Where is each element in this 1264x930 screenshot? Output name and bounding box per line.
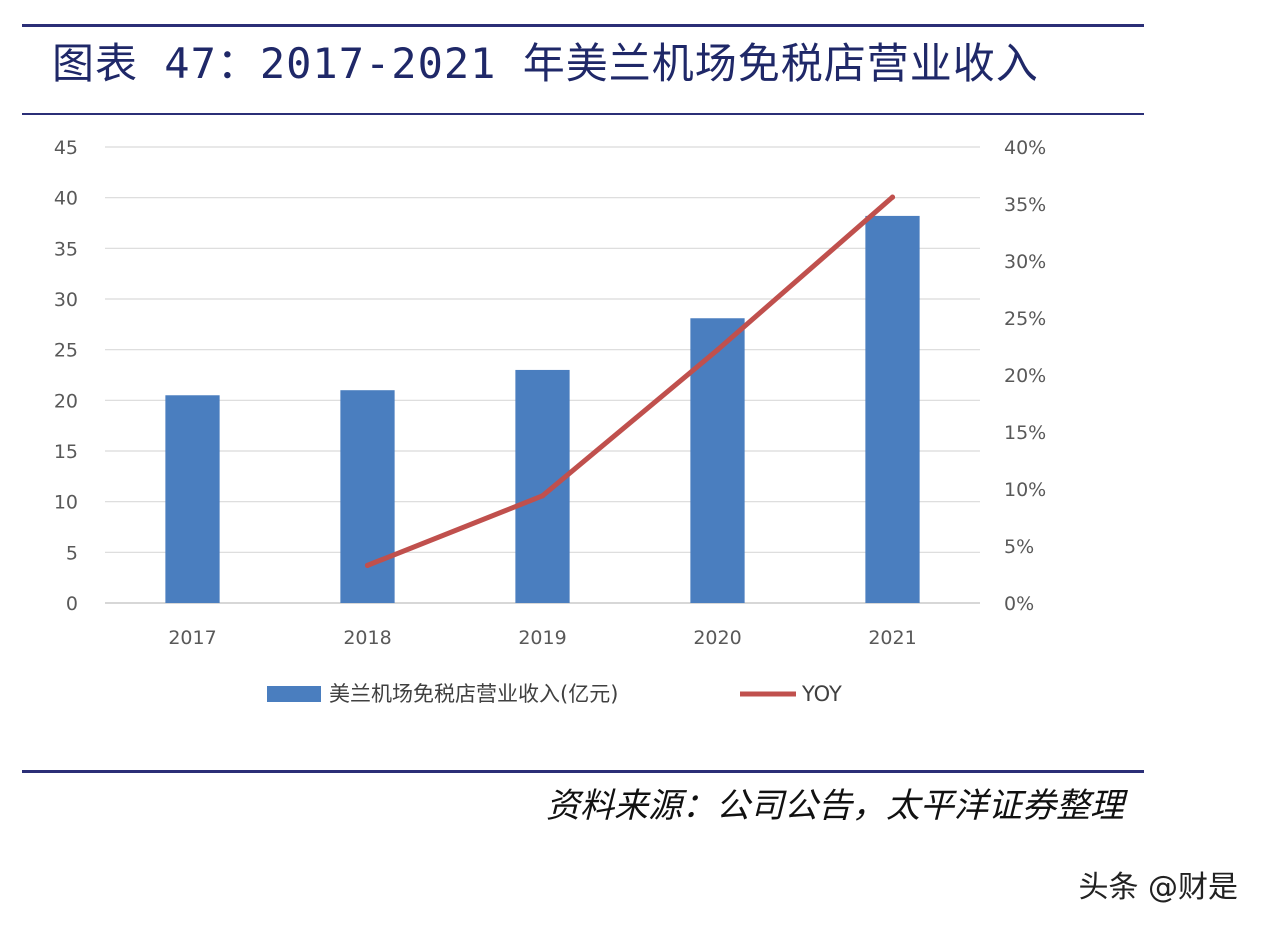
legend-label-yoy: YOY <box>801 682 842 706</box>
right-tick-label: 40% <box>1004 137 1046 159</box>
x-tick-label: 2018 <box>343 627 391 649</box>
right-tick-label: 10% <box>1004 479 1046 501</box>
x-tick-label: 2021 <box>868 627 916 649</box>
right-tick-label: 25% <box>1004 308 1046 330</box>
bar <box>690 318 745 603</box>
right-tick-label: 5% <box>1004 536 1034 558</box>
right-tick-label: 15% <box>1004 422 1046 444</box>
x-tick-label: 2017 <box>168 627 216 649</box>
right-tick-label: 0% <box>1004 593 1034 615</box>
right-tick-label: 30% <box>1004 251 1046 273</box>
left-tick-label: 15 <box>54 441 78 463</box>
watermark: 头条 @财是 <box>1078 870 1238 905</box>
title-underline <box>22 113 1144 115</box>
left-tick-label: 30 <box>54 289 78 311</box>
yoy-series <box>364 194 896 568</box>
legend-label-revenue: 美兰机场免税店营业收入(亿元) <box>329 682 618 706</box>
left-tick-label: 25 <box>54 340 78 362</box>
left-tick-label: 10 <box>54 492 78 514</box>
x-axis-ticks: 2017 2018 2019 2020 2021 <box>168 627 916 649</box>
yoy-point <box>539 493 546 499</box>
right-tick-label: 35% <box>1004 194 1046 216</box>
bar <box>515 369 570 603</box>
left-tick-label: 35 <box>54 238 78 260</box>
left-tick-label: 40 <box>54 188 78 210</box>
x-tick-label: 2020 <box>693 627 741 649</box>
page-title: 图表 47：2017-2021 年美兰机场免税店营业收入 <box>52 39 1039 88</box>
bottom-rule <box>22 770 1144 773</box>
legend: 美兰机场免税店营业收入(亿元) YOY <box>267 682 842 706</box>
bar <box>865 215 920 603</box>
left-tick-label: 20 <box>54 390 78 412</box>
left-tick-label: 0 <box>66 593 78 615</box>
yoy-point <box>714 347 721 353</box>
right-axis-ticks: 0% 5% 10% 15% 20% 25% 30% 35% 40% <box>1004 137 1046 615</box>
x-tick-label: 2019 <box>518 627 566 649</box>
yoy-point <box>364 562 371 568</box>
source-note: 资料来源：公司公告，太平洋证券整理 <box>546 786 1124 826</box>
bar <box>165 395 220 603</box>
chart: 0 5 10 15 20 25 30 35 40 45 0% 5% 10% 15% 20% 25% 30% 35… <box>54 137 1046 706</box>
right-tick-label: 20% <box>1004 365 1046 387</box>
left-tick-label: 45 <box>54 137 78 159</box>
left-axis-ticks: 0 5 10 15 20 25 30 35 40 45 <box>54 137 78 615</box>
legend-swatch-revenue <box>267 686 321 702</box>
bar <box>340 390 395 603</box>
left-tick-label: 5 <box>66 542 78 564</box>
yoy-point <box>889 194 896 200</box>
top-rule <box>22 24 1144 27</box>
yoy-line <box>365 194 895 568</box>
